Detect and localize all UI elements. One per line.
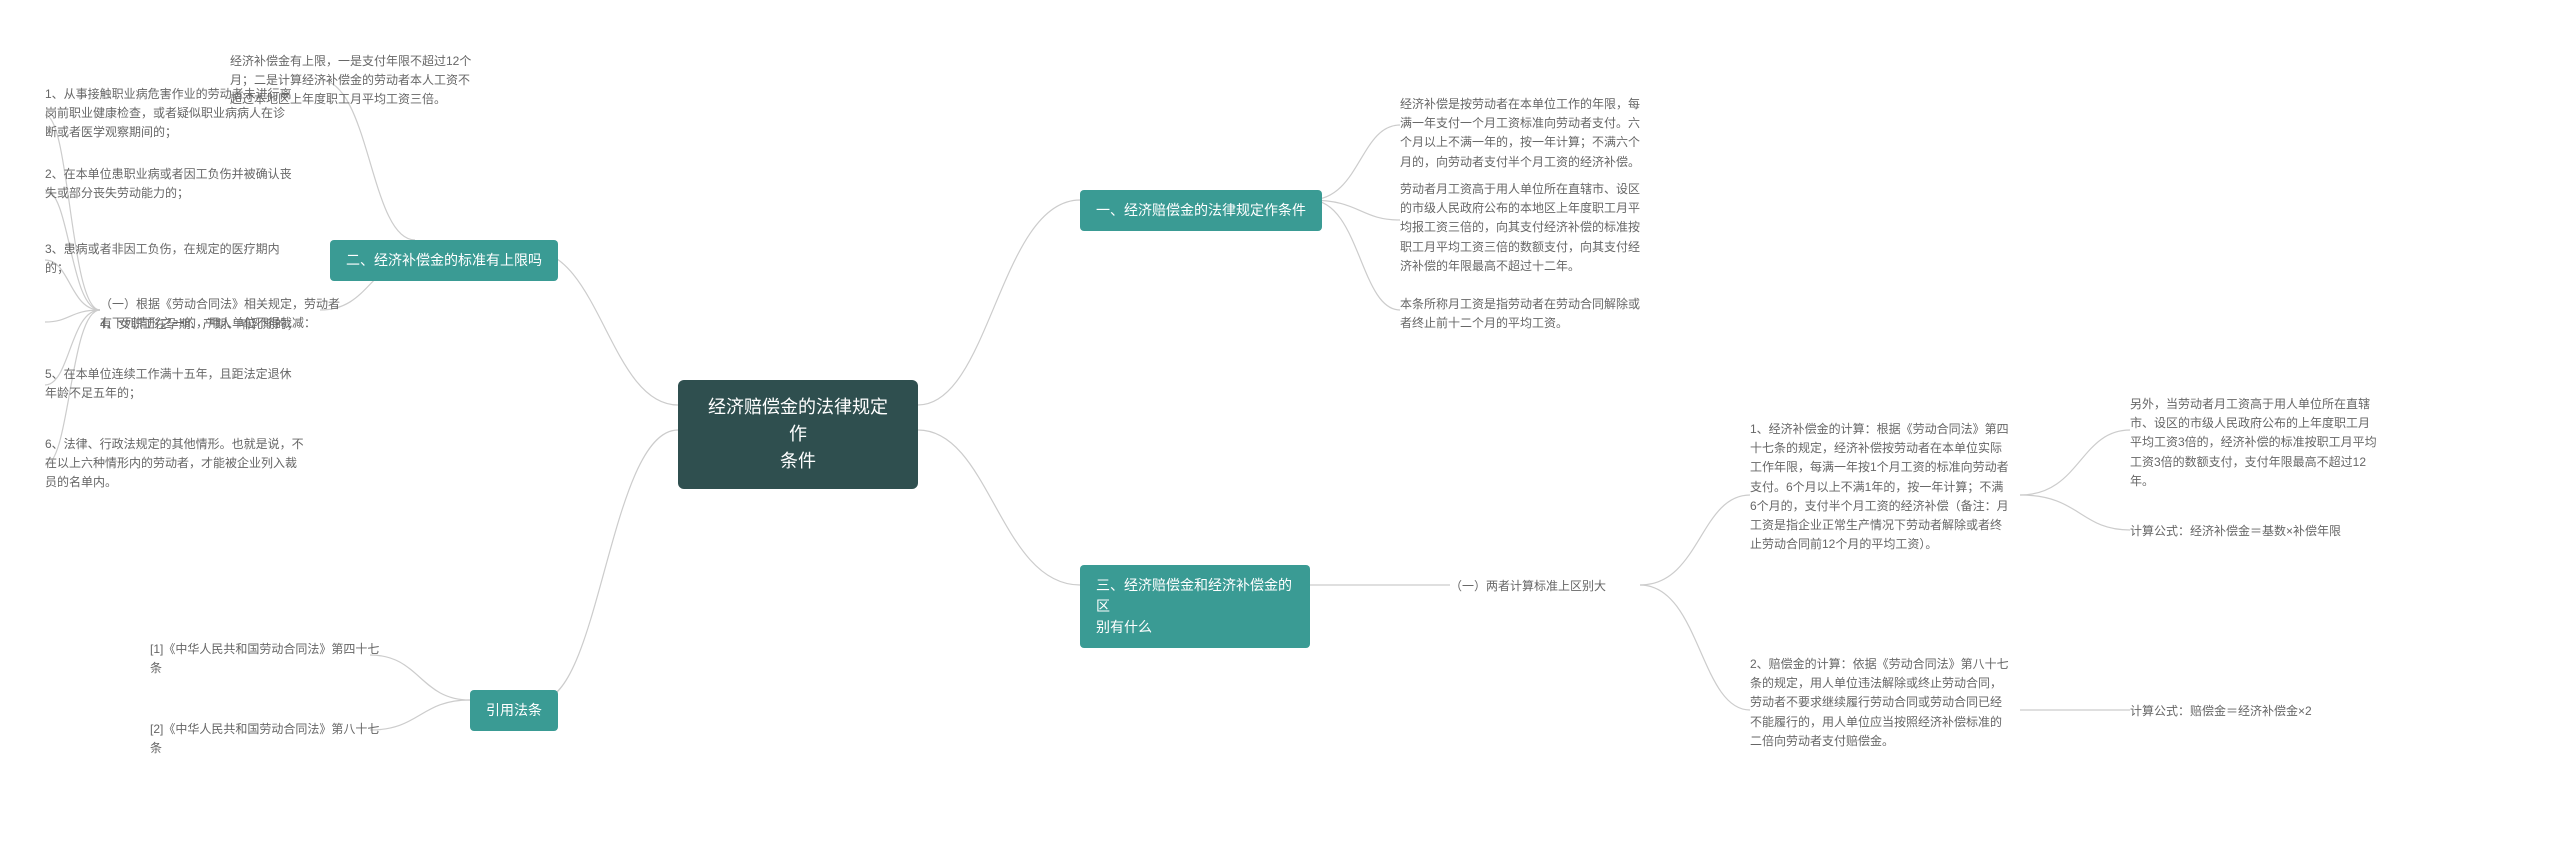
b3-leaf-0-sub-0: 另外，当劳动者月工资高于用人单位所在直辖市、设区的市级人民政府公布的上年度职工月… — [2130, 395, 2380, 491]
b1-leaf-2: 本条所称月工资是指劳动者在劳动合同解除或者终止前十二个月的平均工资。 — [1400, 295, 1650, 333]
b2-leaf-1: 2、在本单位患职业病或者因工负伤并被确认丧失或部分丧失劳动能力的； — [45, 165, 295, 203]
root-title-l2: 条件 — [702, 448, 894, 475]
branch-refs: 引用法条 — [470, 690, 558, 731]
branch-1: 一、经济赔偿金的法律规定作条件 — [1080, 190, 1322, 231]
branch-2: 二、经济补偿金的标准有上限吗 — [330, 240, 558, 281]
b2-leaf-4: 5、在本单位连续工作满十五年，且距法定退休年龄不足五年的； — [45, 365, 295, 403]
b3-leaf-0: 1、经济补偿金的计算：根据《劳动合同法》第四十七条的规定，经济补偿按劳动者在本单… — [1750, 420, 2010, 554]
branch-3-label-l2: 别有什么 — [1096, 617, 1294, 638]
b2-leaf-3: 4、女职工在孕期、产期、哺乳期的； — [100, 315, 330, 334]
root-title-l1: 经济赔偿金的法律规定作 — [702, 394, 894, 448]
branch-2-label: 二、经济补偿金的标准有上限吗 — [346, 252, 542, 268]
branch-refs-label: 引用法条 — [486, 702, 542, 718]
branch-1-label: 一、经济赔偿金的法律规定作条件 — [1096, 202, 1306, 218]
b2-leaf-0: 1、从事接触职业病危害作业的劳动者未进行离岗前职业健康检查，或者疑似职业病病人在… — [45, 85, 295, 143]
branch-3-label-l1: 三、经济赔偿金和经济补偿金的区 — [1096, 575, 1294, 617]
branch-3: 三、经济赔偿金和经济补偿金的区 别有什么 — [1080, 565, 1310, 648]
refs-leaf-0: [1]《中华人民共和国劳动合同法》第四十七条 — [150, 640, 380, 678]
b3-sub-label: （一）两者计算标准上区别大 — [1450, 577, 1640, 596]
b2-leaf-2: 3、患病或者非因工负伤，在规定的医疗期内的； — [45, 240, 295, 278]
b3-leaf-1: 2、赔偿金的计算：依据《劳动合同法》第八十七条的规定，用人单位违法解除或终止劳动… — [1750, 655, 2010, 751]
b1-leaf-1: 劳动者月工资高于用人单位所在直辖市、设区的市级人民政府公布的本地区上年度职工月平… — [1400, 180, 1650, 276]
refs-leaf-1: [2]《中华人民共和国劳动合同法》第八十七条 — [150, 720, 380, 758]
b3-leaf-0-sub-1: 计算公式：经济补偿金＝基数×补偿年限 — [2130, 522, 2380, 541]
root-node: 经济赔偿金的法律规定作 条件 — [678, 380, 918, 489]
b3-leaf-1-sub-0: 计算公式：赔偿金＝经济补偿金×2 — [2130, 702, 2380, 721]
b2-leaf-5: 6、法律、行政法规定的其他情形。也就是说，不在以上六种情形内的劳动者，才能被企业… — [45, 435, 305, 493]
b1-leaf-0: 经济补偿是按劳动者在本单位工作的年限，每满一年支付一个月工资标准向劳动者支付。六… — [1400, 95, 1650, 172]
